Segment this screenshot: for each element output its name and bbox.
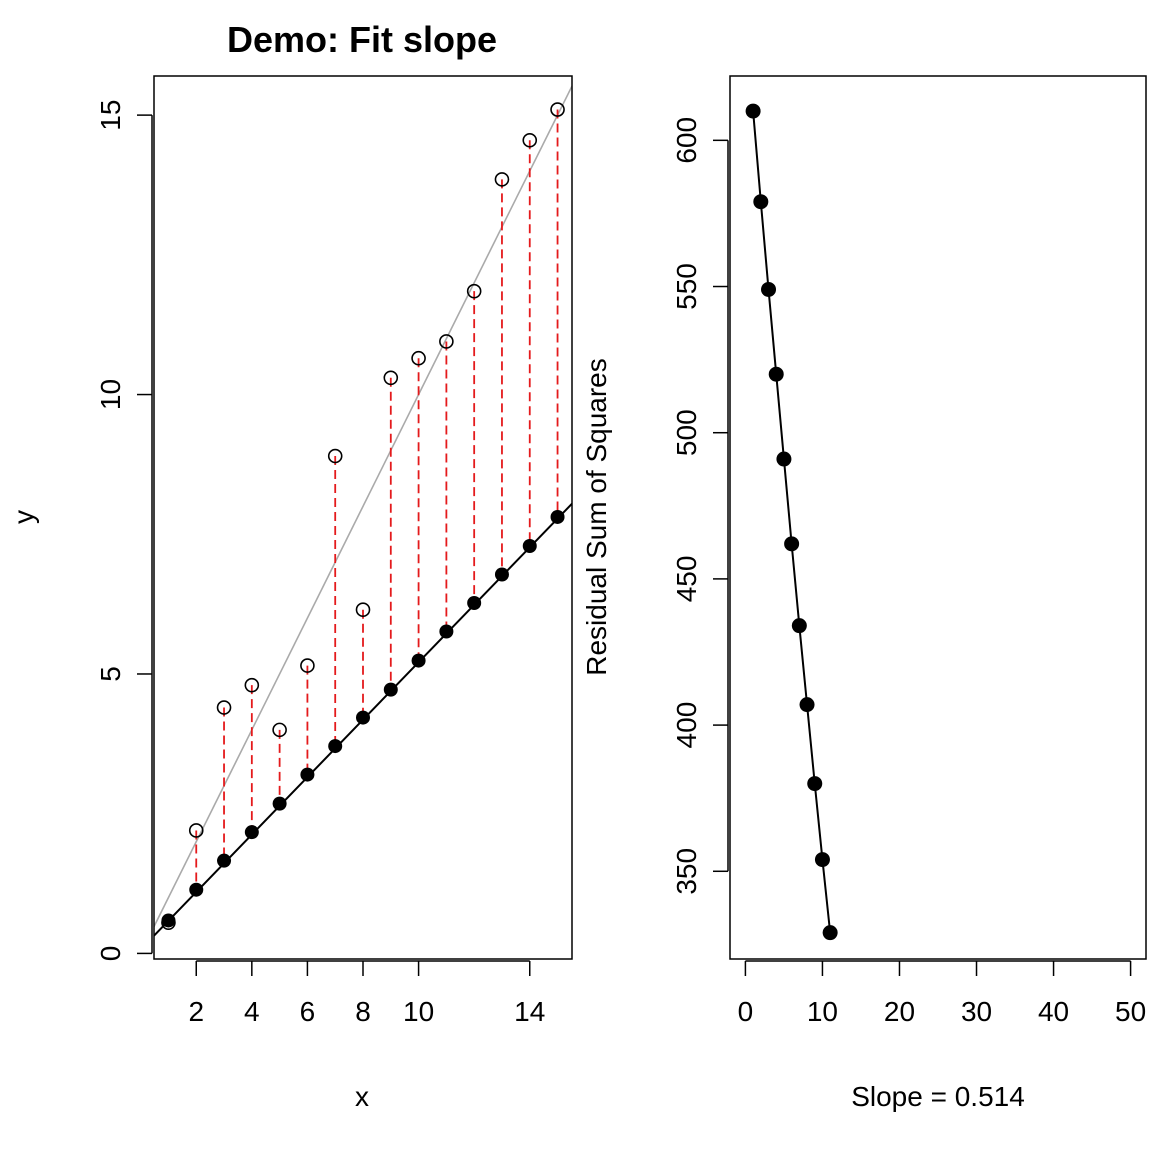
rss-panel: 0 10 20 30 40 50 350 400 450 500 550 600 Slope = 0.… xyxy=(581,75,1147,1112)
fitted-point xyxy=(189,882,204,897)
y-axis-label: y xyxy=(8,510,39,524)
observed-point xyxy=(300,658,315,673)
fitted-point xyxy=(467,596,482,611)
rss-axis-label: Residual Sum of Squares xyxy=(581,358,612,676)
observed-point xyxy=(327,448,343,464)
line-layer xyxy=(154,85,572,937)
observed-point xyxy=(272,722,287,738)
right-x-tick-label: 0 xyxy=(738,996,754,1027)
scatter-plot-area: 2 4 6 8 10 14 0 5 10 15 xyxy=(95,75,573,1027)
fitted-point xyxy=(244,825,259,840)
right-y-tick-label: 500 xyxy=(671,409,702,456)
left-x-tick-label: 10 xyxy=(403,996,434,1027)
right-x-tick-label: 30 xyxy=(961,996,992,1027)
fitted-point xyxy=(383,682,398,697)
left-y-tick-label: 15 xyxy=(95,100,126,131)
rss-point xyxy=(814,852,830,868)
fitted-point xyxy=(356,710,370,725)
left-x-tick-label: 6 xyxy=(300,996,316,1027)
observed-point xyxy=(411,350,426,366)
chart-title: Demo: Fit slope xyxy=(227,19,497,60)
rss-point xyxy=(799,697,815,713)
right-x-tick-label: 20 xyxy=(884,996,915,1027)
rss-point xyxy=(776,451,792,467)
rss-point xyxy=(822,925,838,941)
reference-line xyxy=(154,85,572,927)
fitted-point xyxy=(550,509,565,524)
slope-readout: Slope = 0.514 xyxy=(851,1081,1025,1112)
left-y-tick-label: 5 xyxy=(95,666,126,682)
observed-point xyxy=(216,700,232,715)
fitted-point xyxy=(272,796,287,811)
observed-point xyxy=(188,823,204,838)
observed-point xyxy=(522,132,538,148)
right-y-tick-label: 450 xyxy=(671,556,702,603)
fitted-point xyxy=(439,624,454,639)
fit-scatter-panel: Demo: Fit slope 2 4 6 8 10 14 0 5 10 15 x y xyxy=(8,19,573,1112)
left-x-tick-label: 4 xyxy=(244,996,260,1027)
right-x-tick-label: 50 xyxy=(1115,996,1146,1027)
left-y-tick-label: 10 xyxy=(95,379,126,410)
observed-point xyxy=(466,283,482,299)
fitted-point xyxy=(522,539,537,554)
right-y-tick-label: 600 xyxy=(671,117,702,164)
rss-point xyxy=(807,776,823,792)
left-x-tick-label: 2 xyxy=(188,996,204,1027)
rss-point xyxy=(745,103,761,119)
right-plot-frame xyxy=(729,75,1147,960)
fitted-point xyxy=(411,653,426,668)
rss-point xyxy=(768,366,784,382)
fitted-point xyxy=(161,913,176,928)
left-x-tick-label: 8 xyxy=(355,996,371,1027)
left-plot-frame xyxy=(153,75,573,960)
rss-point xyxy=(791,618,807,634)
x-axis-label: x xyxy=(355,1081,369,1112)
fitted-point xyxy=(494,567,509,582)
rss-point xyxy=(784,536,800,552)
right-x-tick-label: 40 xyxy=(1038,996,1069,1027)
right-x-tick-label: 10 xyxy=(807,996,838,1027)
rss-line xyxy=(752,111,832,933)
rss-plot-area: 0 10 20 30 40 50 350 400 450 500 550 600 xyxy=(671,75,1147,1027)
right-y-tick-label: 400 xyxy=(671,702,702,749)
observed-point xyxy=(355,602,371,618)
observed-point xyxy=(494,172,510,187)
rss-point xyxy=(753,194,769,210)
observed-point xyxy=(383,370,399,386)
fitted-point xyxy=(300,767,315,782)
rss-point xyxy=(761,281,777,297)
fitted-point xyxy=(217,853,232,868)
right-y-tick-label: 550 xyxy=(671,263,702,310)
observed-point xyxy=(550,102,565,117)
right-y-tick-label: 350 xyxy=(671,848,702,895)
observed-point xyxy=(244,677,260,693)
left-x-tick-label: 14 xyxy=(514,996,545,1027)
observed-point xyxy=(439,334,454,349)
left-y-tick-label: 0 xyxy=(95,946,126,962)
fitted-point xyxy=(328,739,343,754)
